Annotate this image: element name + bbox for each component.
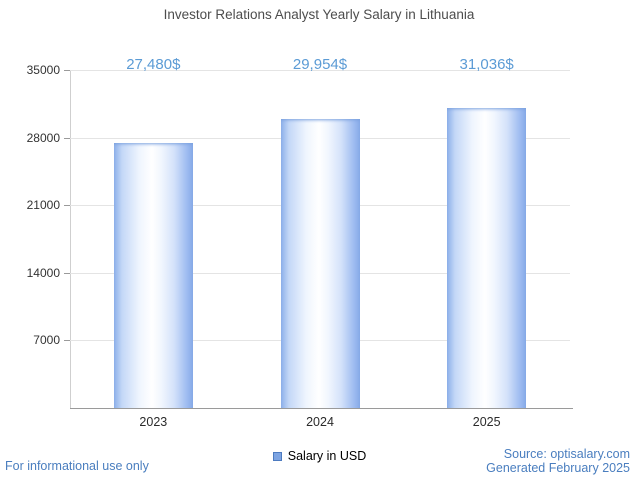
plot-area [70,70,570,408]
y-tick-mark [64,272,70,274]
y-axis [70,70,71,409]
y-tick-mark [64,340,70,342]
y-tick-label: 14000 [26,265,60,280]
legend-label: Salary in USD [287,449,367,463]
bar-2024 [280,118,360,408]
x-tick-label: 2025 [472,415,501,429]
legend: Salary in USD [0,449,639,463]
bar-value-label: 27,480$ [126,56,181,73]
x-axis [70,408,573,409]
source-link[interactable]: Source: optisalary.com [503,447,630,461]
disclaimer-text: For informational use only [5,459,149,473]
chart-title: Investor Relations Analyst Yearly Salary… [163,7,475,22]
y-tick-mark [64,137,70,139]
y-tick-mark [64,205,70,207]
bar-2023 [113,142,193,408]
bar-2025 [447,108,527,408]
y-tick-label: 28000 [26,130,60,145]
y-tick-label: 35000 [26,63,60,77]
gridline [70,70,570,71]
y-tick-mark [64,70,70,71]
y-tick-label: 21000 [26,198,60,213]
y-tick-label: 7000 [33,333,60,348]
x-tick-label: 2024 [306,415,334,429]
bar-value-label: 29,954$ [292,56,348,73]
legend-swatch-icon [272,451,282,461]
bar-value-label: 31,036$ [459,56,514,73]
source-block: Source: optisalary.com Generated Februar… [486,447,630,475]
x-tick-label: 2023 [139,415,168,429]
generated-date: Generated February 2025 [486,461,630,475]
